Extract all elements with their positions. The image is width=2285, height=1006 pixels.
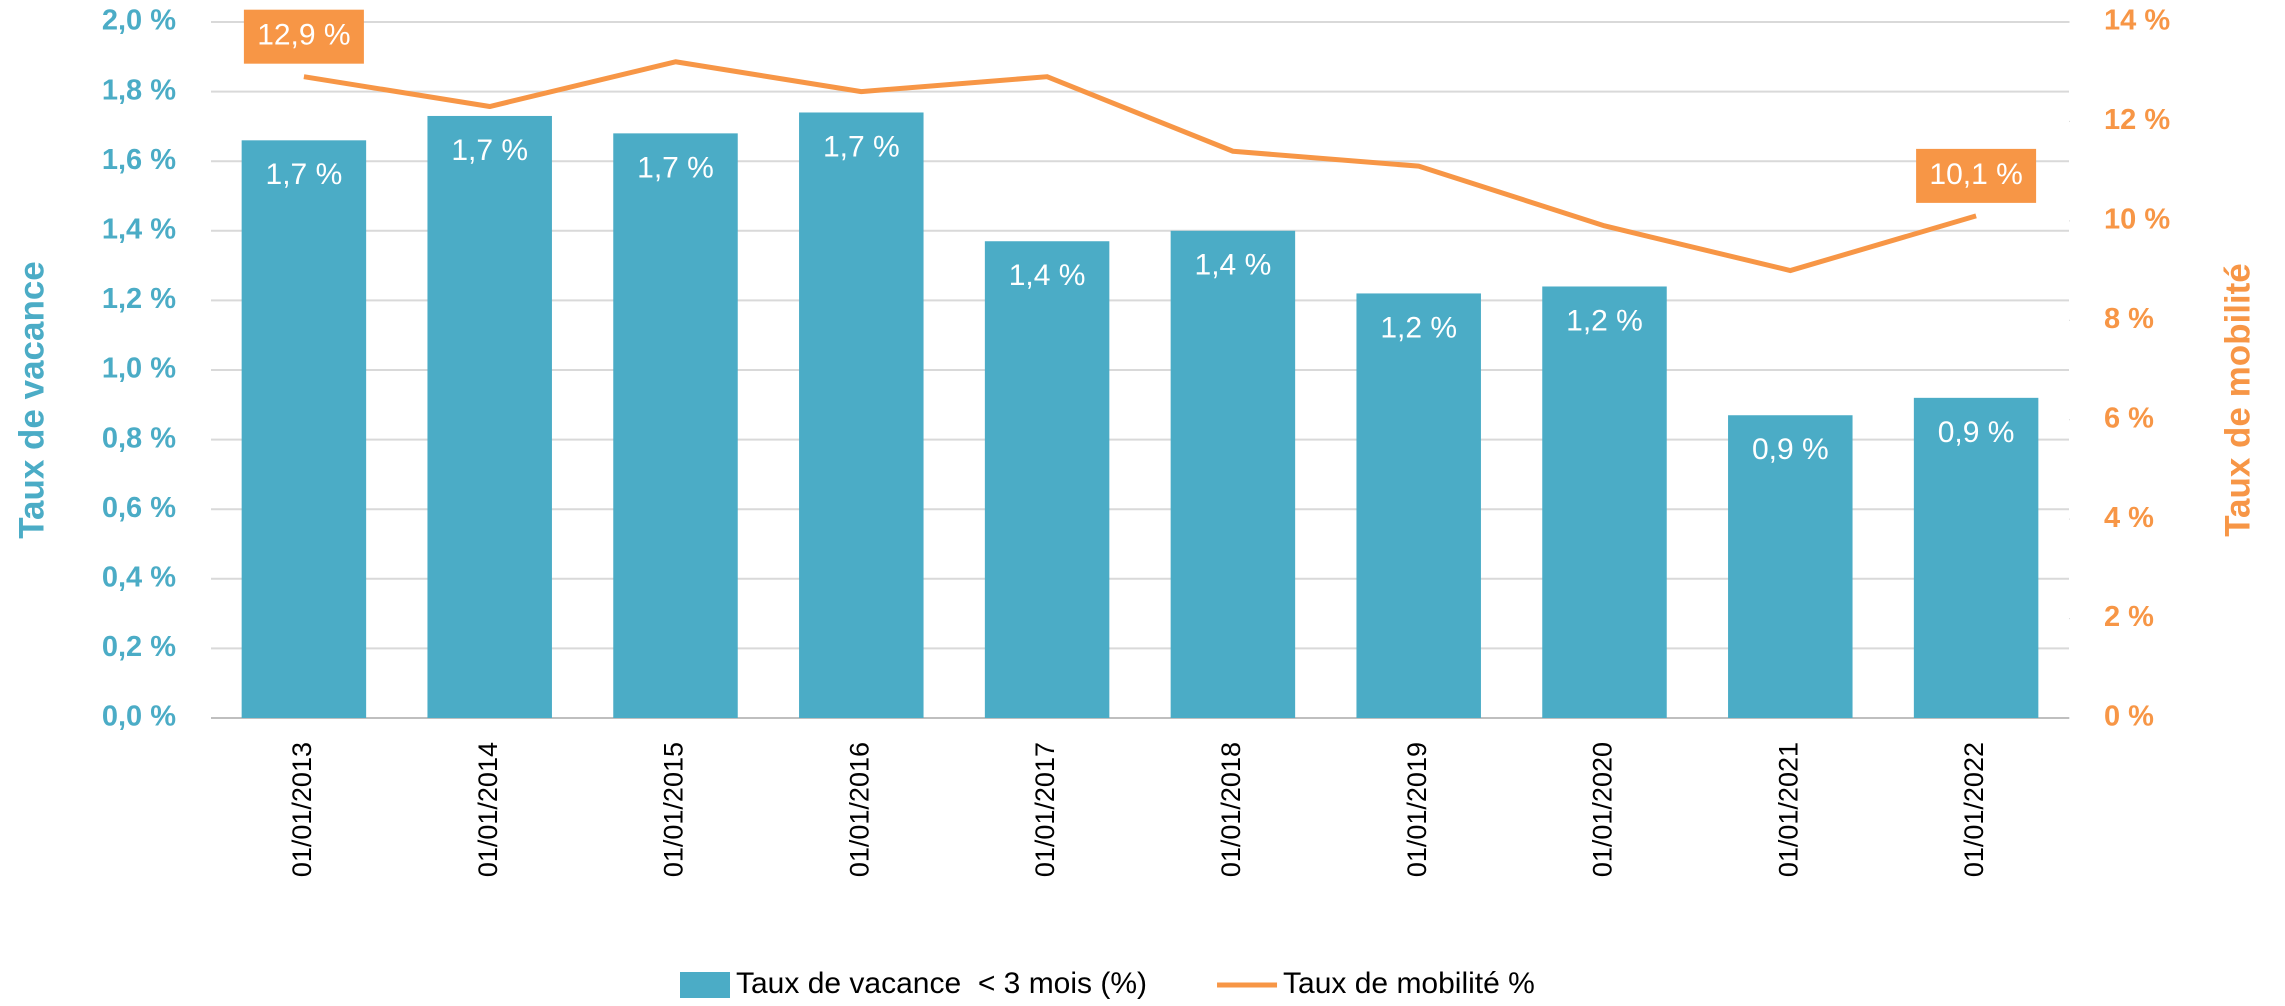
legend-label: Taux de mobilité %	[1283, 967, 1535, 1000]
bar	[1542, 286, 1667, 718]
value-label: 1,2 %	[1566, 304, 1643, 337]
y2-tick-label: 8 %	[2104, 303, 2154, 335]
y2-tick-label: 2 %	[2104, 601, 2154, 633]
y2-tick-label: 6 %	[2104, 402, 2154, 434]
legend-label: Taux de vacance < 3 mois (%)	[736, 967, 1147, 1000]
legend-swatch	[680, 972, 730, 998]
y-tick-label: 0,2 %	[102, 631, 176, 663]
y-tick-label: 1,0 %	[102, 353, 176, 385]
y-tick-label: 0,4 %	[102, 561, 176, 593]
y2-tick-label: 14 %	[2104, 5, 2170, 37]
value-label: 0,9 %	[1938, 416, 2015, 449]
x-tick-label: 01/01/2017	[1030, 742, 1060, 877]
y2-tick-label: 10 %	[2104, 204, 2170, 236]
value-label: 1,2 %	[1380, 311, 1457, 344]
y-tick-label: 2,0 %	[102, 5, 176, 37]
x-tick-label: 01/01/2016	[844, 742, 874, 877]
x-tick-label: 01/01/2019	[1402, 742, 1432, 877]
x-tick-label: 01/01/2018	[1216, 742, 1246, 877]
y-axis-title: Taux de vacance	[12, 261, 51, 539]
value-label: 1,7 %	[823, 130, 900, 163]
y-tick-label: 1,2 %	[102, 283, 176, 315]
line	[303, 59, 1977, 274]
x-tick-label: 01/01/2015	[659, 742, 689, 877]
value-label: 12,9 %	[257, 19, 350, 52]
value-label: 0,9 %	[1752, 433, 1829, 466]
y-tick-label: 0,0 %	[102, 701, 176, 733]
y-tick-label: 0,8 %	[102, 422, 176, 454]
value-label: 1,4 %	[1009, 259, 1086, 292]
value-label-box	[243, 9, 364, 64]
bar	[1913, 397, 2039, 718]
value-label: 10,1 %	[1929, 158, 2022, 191]
y2-tick-label: 12 %	[2104, 104, 2170, 136]
value-label: 1,7 %	[266, 158, 343, 191]
value-label: 1,7 %	[637, 151, 714, 184]
y-tick-label: 1,4 %	[102, 213, 176, 245]
bar	[1728, 415, 1853, 718]
bar	[1356, 293, 1481, 718]
value-label: 1,7 %	[451, 134, 528, 167]
bar	[241, 140, 367, 718]
bar	[984, 241, 1110, 719]
x-tick-label: 01/01/2014	[473, 742, 503, 877]
bar	[613, 133, 738, 719]
value-label: 1,4 %	[1195, 249, 1272, 282]
y-tick-label: 0,6 %	[102, 492, 176, 524]
x-tick-label: 01/01/2020	[1588, 742, 1618, 877]
y2-axis-title: Taux de mobilité	[2218, 263, 2257, 537]
x-tick-label: 01/01/2021	[1773, 742, 1803, 877]
y-tick-label: 1,6 %	[102, 144, 176, 176]
y2-tick-label: 0 %	[2104, 701, 2154, 733]
bar	[799, 112, 924, 719]
x-tick-label: 01/01/2022	[1959, 742, 1989, 877]
value-label-box	[1916, 148, 2037, 203]
bar	[427, 115, 552, 718]
y-tick-label: 1,8 %	[102, 74, 176, 106]
x-tick-label: 01/01/2013	[287, 742, 317, 877]
bar	[1170, 230, 1296, 719]
y2-tick-label: 4 %	[2104, 502, 2154, 534]
